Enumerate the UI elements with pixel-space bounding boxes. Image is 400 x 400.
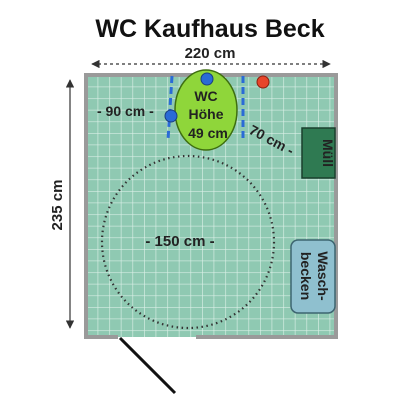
waste-bin-label: Müll [320,139,336,167]
sink-label-line1: Wasch- [315,251,331,301]
emergency-button-icon [256,75,270,89]
left-side-distance-label: - 90 cm - [97,103,154,119]
waste-bin [301,127,336,179]
wc-height-label: Höhe [189,106,224,122]
door-leaf [118,336,177,395]
sink [290,239,336,314]
wc-height-value: 49 cm [188,125,228,141]
sink-label-line2: becken [298,252,314,300]
width-dimension-label: 220 cm [185,45,236,62]
turning-circle-label: - 150 cm - [145,233,214,250]
depth-dimension-label: 235 cm [49,180,66,231]
wc-label: WC [194,88,217,104]
turning-circle [100,154,276,330]
wc-toilet [174,69,238,151]
flush-button-icon [200,72,214,86]
toilet-paper-holder-icon [164,109,178,123]
diagram-title: WC Kaufhaus Beck [95,15,324,43]
